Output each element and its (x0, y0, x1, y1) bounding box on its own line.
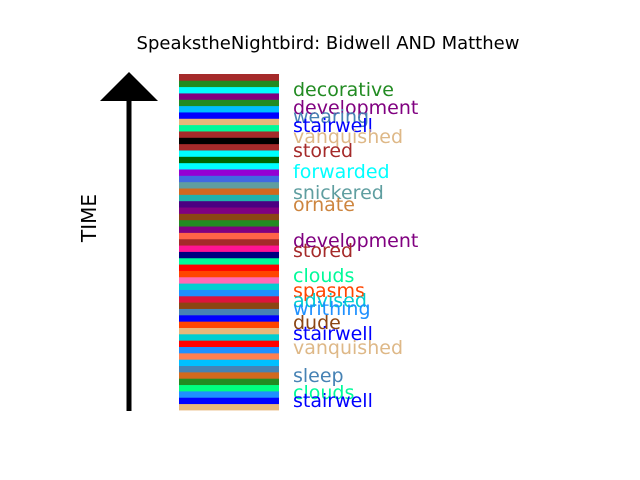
strip-band (179, 74, 279, 81)
strip-band (179, 289, 279, 297)
strip-band (179, 390, 279, 398)
band-label: stairwell (293, 115, 373, 137)
time-axis-label: TIME (77, 194, 101, 243)
strip-band (179, 188, 279, 195)
strip-band (179, 194, 279, 202)
band-label: snickered (293, 182, 384, 204)
strip-band (179, 181, 279, 189)
strip-band (179, 359, 279, 367)
band-label: sleep (293, 365, 344, 387)
band-label: spasms (293, 280, 365, 302)
strip-band (179, 264, 279, 271)
strip-band (179, 169, 279, 176)
strip-band (179, 238, 279, 246)
strip-band (179, 371, 279, 379)
strip-band (179, 340, 279, 347)
strip-band (179, 162, 279, 170)
strip-band (179, 403, 279, 411)
band-label: decorative (293, 79, 394, 101)
strip-band (179, 333, 279, 341)
band-label: advised (293, 290, 367, 312)
strip-band (179, 257, 279, 265)
band-label: clouds (293, 265, 354, 287)
strip-band (179, 93, 279, 100)
strip-band (179, 219, 279, 227)
band-label: clouds (293, 382, 354, 404)
band-label: vanquished (293, 126, 403, 148)
strip-band (179, 295, 279, 303)
strip-band (179, 131, 279, 138)
strip-band (179, 105, 279, 113)
strip-band (179, 175, 279, 183)
band-label: ornate (293, 194, 355, 216)
strip-band (179, 112, 279, 119)
band-label: stairwell (293, 323, 373, 345)
strip-band (179, 232, 279, 240)
band-label: dude (293, 312, 341, 334)
strip-band (179, 245, 279, 252)
band-label: development (293, 97, 418, 119)
band-label: wearing (293, 106, 369, 128)
band-labels: decorativedevelopmentwearingstairwellvan… (293, 79, 418, 412)
strip-band (179, 150, 279, 157)
strip-band (179, 302, 279, 309)
strip-band (179, 143, 279, 151)
strip-band (179, 346, 279, 354)
time-arrow (100, 72, 158, 411)
strip-band (179, 80, 279, 88)
band-label: forwarded (293, 161, 390, 183)
strip-band (179, 283, 279, 290)
strip-band (179, 384, 279, 392)
strip-band (179, 378, 279, 386)
band-label: stored (293, 140, 353, 162)
strip-band (179, 118, 279, 126)
chart-title: SpeakstheNightbird: Bidwell AND Matthew (137, 33, 520, 54)
strip-band (179, 308, 279, 316)
strip-band (179, 137, 279, 145)
strip-band (179, 276, 279, 284)
strip-band (179, 213, 279, 221)
strip-band (179, 314, 279, 322)
strip-band (179, 352, 279, 360)
strip-band (179, 226, 279, 233)
strip-band (179, 251, 279, 259)
strip-band (179, 200, 279, 208)
band-label: development (293, 230, 418, 252)
band-label: stairwell (293, 390, 373, 412)
band-label: writhing (293, 298, 371, 320)
band-label: vanquished (293, 337, 403, 359)
strip-band (179, 156, 279, 164)
strip-band (179, 124, 279, 132)
strip-band (179, 321, 279, 328)
strip-band (179, 86, 279, 94)
strip-band (179, 270, 279, 278)
strip-band (179, 99, 279, 107)
strip-band (179, 207, 279, 214)
strip-band (179, 397, 279, 405)
strip-band (179, 365, 279, 373)
color-strip (179, 74, 279, 411)
time-arrow-head (100, 72, 158, 101)
band-label: stored (293, 240, 353, 262)
strip-band (179, 327, 279, 335)
